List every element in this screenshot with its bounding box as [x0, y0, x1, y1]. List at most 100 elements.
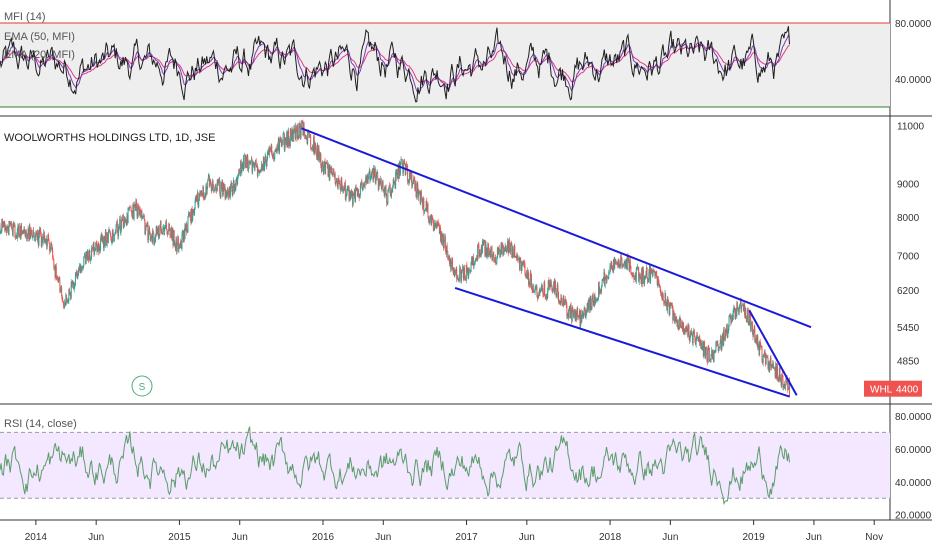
- candle-body: [116, 221, 118, 225]
- candle-body: [19, 226, 21, 237]
- candle-body: [607, 277, 609, 279]
- candle-body: [95, 242, 97, 251]
- candle-body: [143, 215, 145, 221]
- candle-body: [323, 160, 325, 168]
- x-tick-label: 2017: [455, 532, 478, 543]
- candle-body: [478, 249, 480, 257]
- candle-body: [526, 270, 528, 277]
- candle-body: [531, 289, 533, 290]
- candle-body: [764, 351, 766, 356]
- mfi-pane[interactable]: MFI (14) EMA (50, MFI) EMA (20, MFI) 80.…: [0, 11, 932, 108]
- candle-body: [66, 299, 68, 302]
- candle-body: [743, 303, 745, 311]
- candle-body: [351, 191, 353, 196]
- candle-body: [540, 290, 542, 293]
- candle-body: [440, 233, 442, 241]
- x-tick-label: Nov: [865, 532, 883, 543]
- trendline[interactable]: [301, 127, 812, 329]
- candle-body: [420, 191, 422, 198]
- candle-body: [695, 341, 697, 346]
- candle-body: [511, 243, 513, 258]
- candle-body: [39, 229, 41, 235]
- candle-body: [265, 160, 267, 167]
- candle-body: [316, 145, 318, 158]
- candle-body: [161, 232, 163, 235]
- candle-body: [708, 348, 710, 361]
- candle-body: [453, 270, 455, 273]
- candle-body: [307, 129, 309, 144]
- price-pane[interactable]: WOOLWORTHS HOLDINGS LTD, 1D, JSE 11000 90…: [0, 119, 925, 398]
- candle-body: [441, 235, 443, 245]
- candle-body: [401, 159, 403, 165]
- candle-body: [608, 272, 610, 279]
- symbol-badge: WHL 4400: [864, 380, 922, 397]
- candle-body: [693, 330, 695, 334]
- candle-body: [36, 231, 38, 235]
- candle-body: [771, 366, 773, 368]
- candle-body: [466, 264, 468, 273]
- candle-body: [676, 321, 678, 326]
- candle-body: [115, 224, 117, 232]
- candle-body: [473, 264, 475, 267]
- candle-body: [73, 282, 75, 290]
- trendline[interactable]: [748, 309, 798, 396]
- candle-body: [319, 153, 321, 161]
- candle-body: [54, 266, 56, 278]
- candle-body: [477, 244, 479, 246]
- candle-body: [756, 336, 758, 344]
- candle-body: [639, 275, 641, 280]
- candle-body: [335, 179, 337, 183]
- candle-body: [663, 301, 665, 304]
- candle-body: [3, 222, 5, 226]
- candle-body: [748, 312, 750, 326]
- split-marker[interactable]: S: [131, 375, 153, 397]
- candle-body: [67, 299, 69, 303]
- candle-body: [565, 299, 567, 301]
- candle-body: [575, 313, 577, 320]
- candle-body: [353, 189, 355, 196]
- candle-body: [701, 347, 703, 350]
- candle-body: [329, 167, 331, 180]
- candle-body: [371, 169, 373, 172]
- candle-body: [258, 169, 260, 172]
- candle-body: [609, 266, 611, 273]
- candle-body: [201, 191, 203, 194]
- candle-body: [581, 315, 583, 322]
- candle-body: [506, 247, 508, 252]
- candle-body: [92, 247, 94, 250]
- candle-body: [757, 336, 759, 348]
- candle-body: [116, 221, 118, 233]
- candle-body: [471, 256, 473, 266]
- candle-body: [271, 145, 273, 155]
- candle-body: [513, 246, 515, 257]
- candle-body: [295, 125, 297, 139]
- candle-body: [52, 257, 54, 261]
- candle-body: [8, 221, 10, 235]
- rsi-pane[interactable]: RSI (14, close) 80.0000 60.0000 40.0000 20.…: [0, 412, 932, 522]
- candle-body: [208, 175, 210, 177]
- candle-body: [461, 270, 462, 282]
- candle-body: [11, 226, 13, 229]
- trendline[interactable]: [454, 286, 790, 398]
- candle-body: [484, 241, 486, 256]
- candle-body: [277, 138, 279, 149]
- candle-body: [349, 190, 351, 199]
- candle-body: [713, 351, 715, 362]
- candle-body: [128, 207, 130, 210]
- candle-body: [50, 243, 52, 247]
- candle-body: [202, 186, 204, 196]
- candle-body: [535, 287, 537, 289]
- candle-body: [135, 200, 137, 209]
- candle-body: [586, 309, 588, 315]
- candle-body: [313, 136, 315, 152]
- candle-body: [628, 262, 630, 270]
- candle-body: [630, 266, 632, 275]
- candle-body: [73, 285, 75, 290]
- candle-body: [295, 125, 297, 131]
- candle-body: [538, 295, 540, 296]
- candle-body: [129, 207, 131, 209]
- candle-body: [60, 287, 62, 290]
- candle-body: [391, 190, 393, 193]
- candle-body: [306, 138, 308, 144]
- candle-body: [699, 337, 701, 346]
